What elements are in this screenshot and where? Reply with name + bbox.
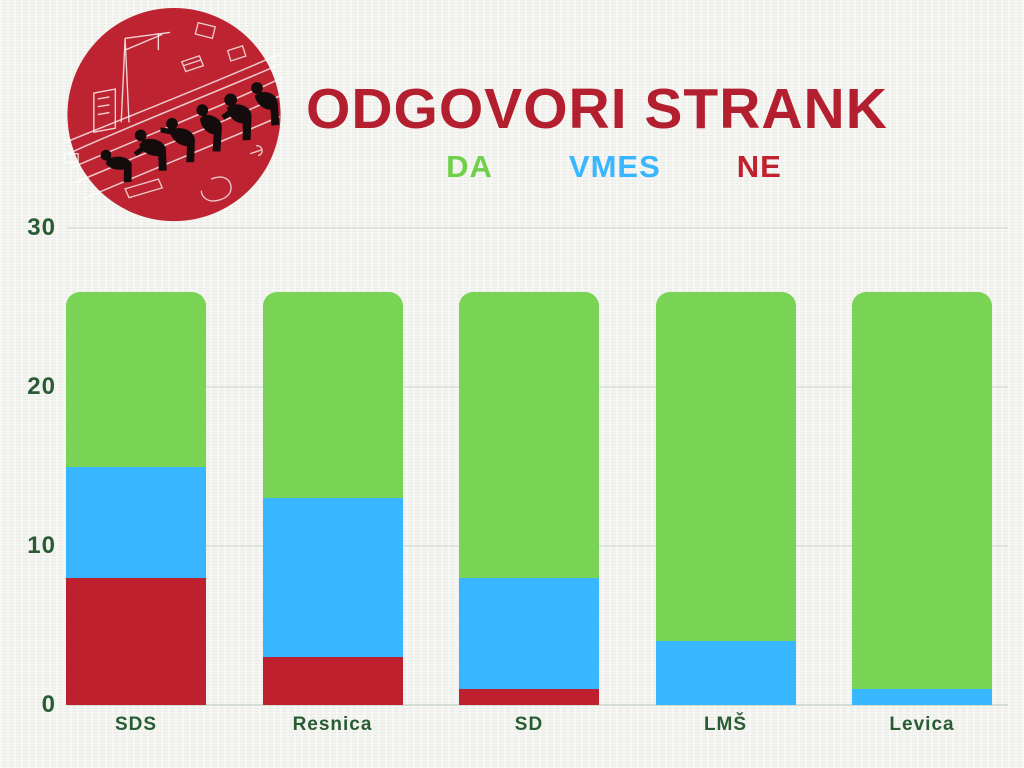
bar-segment-vmes	[459, 577, 599, 690]
bar-segment-vmes	[66, 466, 206, 578]
bar-column-sds	[66, 291, 206, 705]
bar-column-lmš	[655, 291, 796, 705]
x-axis-category-label: SD	[514, 714, 544, 735]
bar-column-sd	[459, 291, 599, 705]
bar-segment-ne	[66, 577, 206, 705]
bar-segment-da	[459, 291, 599, 578]
y-axis-tick-label: 20	[27, 373, 56, 400]
bar-segment-da	[66, 291, 206, 467]
bar-segment-ne	[262, 657, 403, 705]
gridline-y30	[68, 227, 1008, 229]
bar-segment-vmes	[852, 689, 992, 705]
legend-item-vmes: VMES	[568, 149, 661, 184]
y-axis-tick-label: 0	[41, 691, 56, 718]
bar-segment-vmes	[655, 641, 796, 705]
bar-segment-da	[852, 291, 992, 690]
y-axis-tick-label: 30	[27, 214, 56, 241]
x-axis-category-label: LMŠ	[703, 714, 748, 735]
bar-column-levica	[852, 291, 992, 705]
bar-segment-vmes	[262, 498, 403, 658]
logo-illustration	[63, 7, 283, 222]
bar-column-resnica	[262, 291, 403, 705]
bar-segment-da	[262, 291, 403, 499]
x-axis-category-label: Resnica	[292, 714, 373, 735]
y-axis-tick-label: 10	[27, 532, 56, 559]
legend-item-ne: NE	[736, 149, 782, 184]
bar-segment-da	[655, 291, 796, 642]
x-axis-category-label: SDS	[114, 714, 158, 735]
chart-title: ODGOVORI STRANK	[306, 77, 888, 141]
chart-legend: DA VMES NE	[308, 149, 920, 185]
legend-item-da: DA	[446, 149, 493, 184]
bar-segment-ne	[459, 689, 599, 705]
x-axis-category-label: Levica	[889, 714, 955, 735]
